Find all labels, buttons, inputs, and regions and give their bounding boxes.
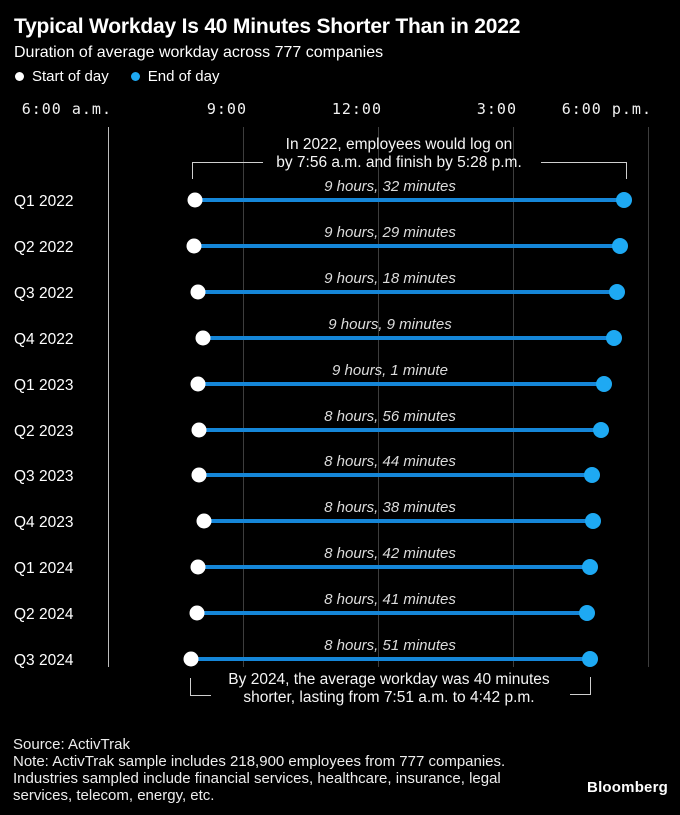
annotation-2024-bracket-left — [190, 678, 211, 696]
axis-tick-label: 6:00 p.m. — [561, 100, 652, 118]
footer-notes: Source: ActivTrak Note: ActivTrak sample… — [13, 736, 505, 804]
axis-tick-label: 6:00 a.m. — [21, 100, 112, 118]
row-label-Q2-2024: Q2 2024 — [14, 606, 74, 624]
methodology-note-line2: Industries sampled include financial ser… — [13, 770, 501, 787]
row-label-Q1-2023: Q1 2023 — [14, 376, 74, 394]
workday-bar — [203, 519, 593, 524]
end-dot — [616, 192, 633, 208]
start-dot — [195, 330, 210, 346]
axis-tick-label: 3:00 — [476, 100, 517, 118]
workday-bar — [196, 611, 588, 616]
legend-item-end: End of day — [130, 68, 220, 85]
workday-bar — [194, 198, 625, 202]
end-dot — [584, 513, 601, 530]
row-label-Q1-2022: Q1 2022 — [14, 193, 74, 210]
end-dot — [595, 375, 612, 392]
duration-label: 8 hours, 38 minutes — [324, 499, 456, 517]
axis-tick-label: 9:00 — [206, 100, 247, 118]
start-dot — [190, 284, 206, 300]
end-dot — [581, 651, 598, 667]
annotation-2024-line1: By 2024, the average workday was 40 minu… — [228, 671, 550, 688]
start-dot — [183, 651, 199, 667]
start-dot — [191, 467, 207, 483]
row-label-Q3-2022: Q3 2022 — [14, 284, 74, 302]
methodology-note-line1: Note: ActivTrak sample includes 218,900 … — [13, 753, 506, 770]
row-label-Q4-2023: Q4 2023 — [14, 514, 74, 532]
duration-label: 8 hours, 51 minutes — [324, 637, 456, 654]
gridline-600pm — [648, 127, 649, 667]
gridline-600am — [108, 127, 109, 667]
start-dot — [196, 513, 212, 529]
end-dot — [606, 329, 623, 346]
end-dot — [583, 467, 600, 484]
methodology-note-line3: services, telecom, energy, etc. — [13, 787, 215, 804]
gridline-900 — [243, 127, 244, 667]
workday-bar — [198, 381, 604, 386]
duration-label: 9 hours, 1 minute — [332, 361, 448, 379]
end-dot — [581, 559, 598, 576]
end-dot — [592, 421, 609, 438]
row-label-Q3-2023: Q3 2023 — [14, 468, 74, 486]
start-dot-icon — [15, 72, 24, 81]
start-dot — [189, 605, 205, 621]
legend-label-start: Start of day — [32, 68, 109, 85]
end-dot — [612, 237, 629, 254]
duration-label: 8 hours, 56 minutes — [324, 407, 456, 425]
legend-label-end: End of day — [147, 68, 220, 85]
row-label-Q1-2024: Q1 2024 — [14, 560, 74, 578]
workday-bar — [191, 657, 590, 661]
workday-bar — [193, 243, 621, 248]
end-dot — [579, 605, 596, 622]
axis-tick-label: 12:00 — [331, 100, 382, 118]
chart-subtitle: Duration of average workday across 777 c… — [14, 44, 384, 61]
page-title: Typical Workday Is 40 Minutes Shorter Th… — [14, 15, 521, 38]
start-dot — [187, 192, 203, 208]
duration-label: 9 hours, 9 minutes — [328, 315, 452, 333]
row-label-Q2-2023: Q2 2023 — [14, 422, 74, 440]
workday-bar — [202, 335, 615, 340]
gridline-1200 — [378, 127, 379, 667]
bloomberg-logo: Bloomberg — [587, 779, 668, 796]
start-dot — [191, 422, 207, 437]
duration-label: 8 hours, 42 minutes — [324, 545, 456, 563]
annotation-2022: In 2022, employees would log on by 7:56 … — [276, 136, 522, 172]
duration-label: 8 hours, 44 minutes — [324, 453, 456, 471]
annotation-2022-bracket-right — [541, 162, 627, 179]
start-dot — [190, 559, 206, 575]
duration-label: 9 hours, 29 minutes — [324, 223, 456, 241]
gridline-300 — [513, 127, 514, 667]
duration-label: 8 hours, 41 minutes — [324, 591, 456, 609]
start-dot — [186, 238, 201, 254]
annotation-2024: By 2024, the average workday was 40 minu… — [228, 671, 549, 707]
workday-bar — [198, 427, 601, 432]
annotation-2022-bracket-left — [192, 162, 263, 179]
duration-label: 9 hours, 18 minutes — [324, 269, 456, 287]
annotation-2022-line2: by 7:56 a.m. and finish by 5:28 p.m. — [276, 154, 522, 171]
end-dot-icon — [130, 72, 140, 81]
workday-bar — [198, 565, 590, 570]
end-dot — [608, 283, 625, 300]
legend-item-start: Start of day — [15, 68, 109, 85]
legend: Start of day End of day — [15, 68, 219, 85]
duration-label: 9 hours, 32 minutes — [324, 178, 456, 195]
row-label-Q2-2022: Q2 2022 — [14, 238, 74, 256]
row-label-Q4-2022: Q4 2022 — [14, 330, 74, 348]
source-note: Source: ActivTrak — [13, 736, 130, 753]
start-dot — [190, 376, 206, 392]
workday-bar — [198, 473, 592, 478]
workday-bar — [198, 289, 617, 294]
row-label-Q3-2024: Q3 2024 — [14, 652, 74, 669]
annotation-2024-bracket-right — [570, 677, 591, 695]
annotation-2024-line2: shorter, lasting from 7:51 a.m. to 4:42 … — [243, 689, 535, 706]
annotation-2022-line1: In 2022, employees would log on — [285, 136, 513, 153]
